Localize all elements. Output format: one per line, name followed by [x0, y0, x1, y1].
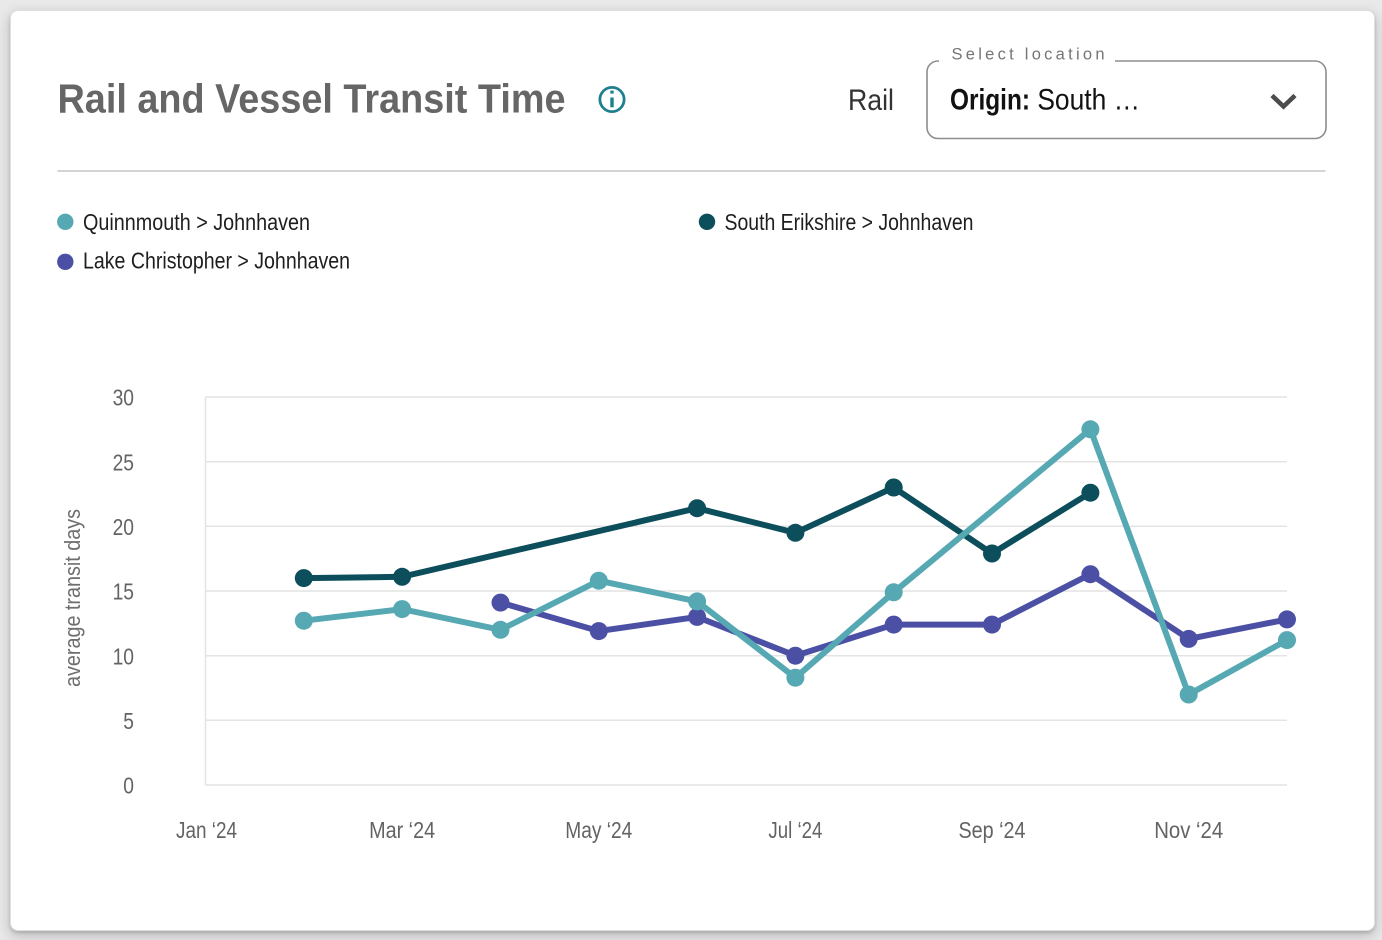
svg-text:0: 0: [123, 773, 134, 799]
svg-text:South Erikshire > Johnhaven: South Erikshire > Johnhaven: [725, 209, 974, 235]
svg-text:Mar ‘24: Mar ‘24: [369, 817, 435, 843]
svg-text:Origin: South …: Origin: South …: [950, 84, 1140, 117]
svg-text:5: 5: [123, 708, 134, 734]
svg-text:15: 15: [113, 579, 134, 605]
svg-text:20: 20: [113, 514, 134, 540]
svg-text:Lake Christopher > Johnhaven: Lake Christopher > Johnhaven: [83, 247, 350, 273]
svg-text:Rail and Vessel Transit Time: Rail and Vessel Transit Time: [58, 76, 566, 122]
svg-text:Jan ‘24: Jan ‘24: [176, 817, 237, 843]
svg-text:10: 10: [113, 643, 134, 669]
svg-text:Nov ‘24: Nov ‘24: [1154, 817, 1223, 843]
svg-text:Jul ‘24: Jul ‘24: [768, 817, 822, 843]
svg-text:30: 30: [113, 385, 134, 411]
svg-text:Quinnmouth > Johnhaven: Quinnmouth > Johnhaven: [83, 209, 310, 235]
svg-text:25: 25: [113, 449, 134, 475]
svg-text:Sep ‘24: Sep ‘24: [959, 817, 1026, 843]
svg-text:average transit days: average transit days: [60, 509, 85, 687]
svg-text:Rail: Rail: [848, 84, 894, 117]
svg-text:May ‘24: May ‘24: [565, 817, 632, 843]
